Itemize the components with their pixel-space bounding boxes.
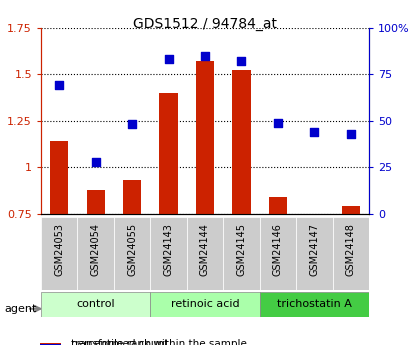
Point	[238, 58, 244, 64]
Bar	[222, 217, 259, 290]
Bar	[304, 214, 323, 218]
Text: GSM24054: GSM24054	[90, 223, 101, 276]
Bar	[41, 292, 150, 317]
Text: retinoic acid: retinoic acid	[170, 299, 239, 309]
Text: GSM24055: GSM24055	[127, 223, 137, 276]
Bar	[114, 217, 150, 290]
Point	[92, 159, 99, 165]
Text: percentile rank within the sample: percentile rank within the sample	[71, 339, 246, 345]
Bar	[232, 70, 250, 214]
Point	[347, 131, 353, 137]
Text: GSM24145: GSM24145	[236, 223, 246, 276]
Bar	[341, 206, 359, 214]
Text: transformed count: transformed count	[71, 339, 168, 345]
Text: GSM24143: GSM24143	[163, 223, 173, 276]
Bar	[196, 61, 213, 214]
Bar	[259, 292, 368, 317]
Bar	[40, 344, 61, 345]
Bar	[332, 217, 368, 290]
Bar	[159, 93, 177, 214]
Point	[310, 129, 317, 135]
Point	[274, 120, 281, 125]
Text: control: control	[76, 299, 115, 309]
Text: agent: agent	[4, 304, 36, 314]
Bar	[77, 217, 114, 290]
Point	[201, 53, 208, 58]
Point	[56, 82, 62, 88]
Bar	[187, 217, 222, 290]
Text: GDS1512 / 94784_at: GDS1512 / 94784_at	[133, 17, 276, 31]
Bar	[150, 292, 259, 317]
Bar	[123, 180, 141, 214]
Text: GSM24144: GSM24144	[200, 223, 209, 276]
Text: GSM24053: GSM24053	[54, 223, 64, 276]
Point	[128, 122, 135, 127]
Bar	[150, 217, 187, 290]
Bar	[295, 217, 332, 290]
Text: trichostatin A: trichostatin A	[276, 299, 351, 309]
Bar	[268, 197, 286, 214]
Bar	[86, 190, 105, 214]
Bar	[50, 141, 68, 214]
Bar	[41, 217, 77, 290]
Text: GSM24146: GSM24146	[272, 223, 282, 276]
Point	[165, 57, 171, 62]
Bar	[259, 217, 295, 290]
Text: GSM24147: GSM24147	[308, 223, 319, 276]
Text: GSM24148: GSM24148	[345, 223, 355, 276]
